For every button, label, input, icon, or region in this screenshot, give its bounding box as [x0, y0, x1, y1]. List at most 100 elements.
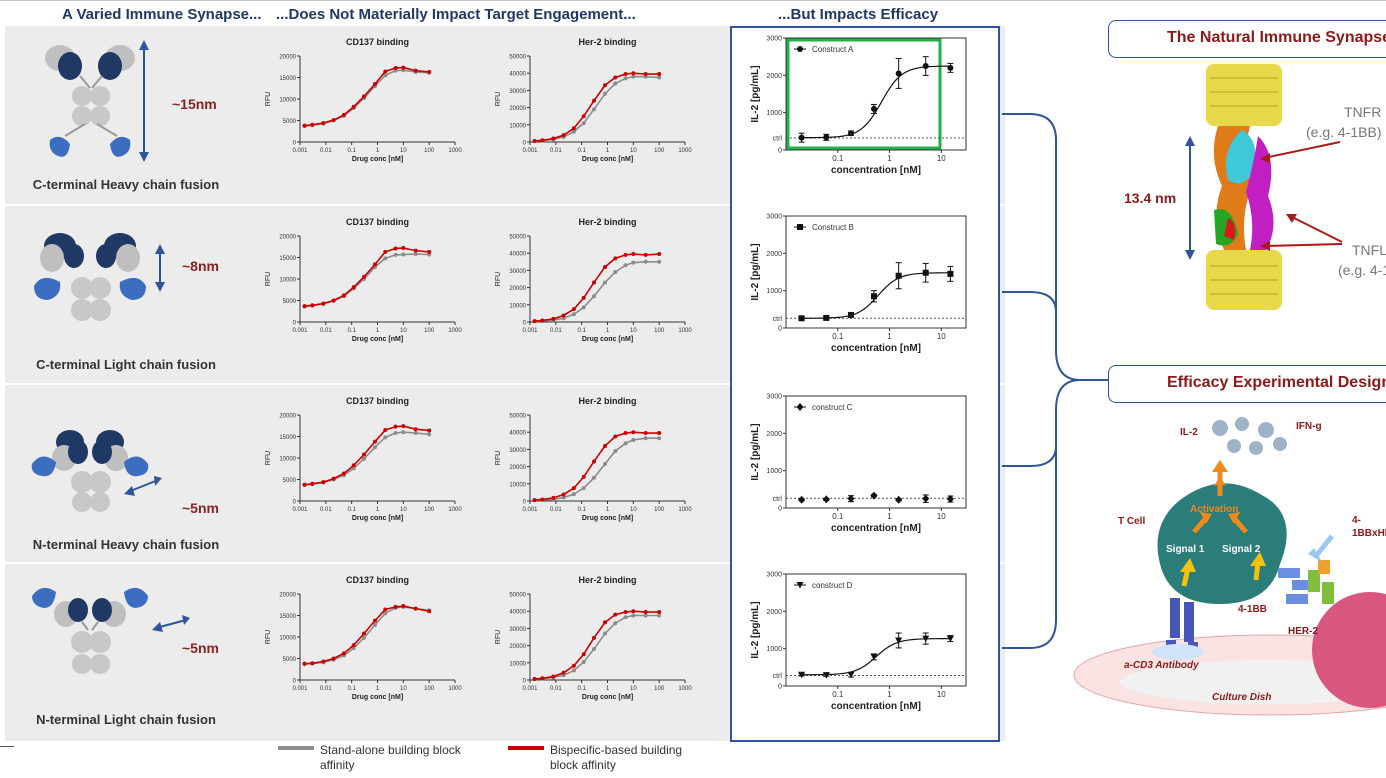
data-point	[895, 495, 903, 504]
y-tick-label: 0	[778, 684, 782, 691]
x-tick-label: 10	[400, 148, 407, 154]
data-point	[331, 118, 336, 123]
y-axis-label: RFU	[265, 451, 272, 465]
y-tick-label: 10000	[509, 482, 526, 488]
y-tick-label: 1000	[766, 646, 782, 653]
x-tick-label: 0.1	[347, 507, 356, 513]
y-axis-label: RFU	[495, 272, 502, 286]
y-tick-label: 5000	[283, 657, 297, 663]
data-point	[571, 492, 576, 497]
x-tick-label: 1	[887, 332, 892, 341]
x-tick-label: 1	[887, 512, 892, 521]
data-point	[413, 248, 418, 253]
data-point	[372, 439, 377, 444]
x-tick-label: 0.1	[347, 328, 356, 334]
x-tick-label: 1	[606, 686, 610, 692]
y-tick-label: 10000	[279, 98, 296, 104]
x-tick-label: 10	[400, 328, 407, 334]
chart-title: Her-2 binding	[579, 217, 637, 227]
data-point	[571, 307, 576, 312]
y-axis-label: RFU	[265, 630, 272, 644]
data-point	[823, 134, 830, 141]
x-tick-label: 1	[376, 148, 380, 154]
data-point	[591, 98, 596, 103]
x-tick-label: 0.01	[320, 328, 332, 334]
data-point	[561, 316, 566, 321]
data-point	[602, 264, 607, 269]
y-tick-label: 1000	[766, 288, 782, 295]
x-tick-label: 0.01	[550, 686, 562, 692]
x-tick-label: 10	[630, 328, 637, 334]
y-tick-label: 3000	[766, 36, 782, 43]
data-point	[613, 81, 618, 86]
y-tick-label: 0	[523, 679, 527, 685]
legend-bispecific: Bispecific-based building block affinity	[550, 743, 683, 772]
data-point	[401, 604, 406, 609]
tnfl-example: (e.g. 4-1BBL)	[1338, 262, 1386, 278]
data-point	[613, 621, 618, 626]
efficacy-chart: 0 1000 2000 3000 0.1 1 10 concentration [nM] IL-…	[750, 214, 967, 354]
x-axis-label: Drug conc [nM]	[582, 156, 633, 163]
data-point	[361, 635, 366, 640]
y-axis-label: RFU	[495, 630, 502, 644]
distance-label: ~5nm	[182, 500, 219, 516]
data-point	[427, 609, 432, 614]
data-point	[413, 427, 418, 432]
x-tick-label: 0.01	[320, 507, 332, 513]
data-point	[372, 618, 377, 623]
tnfr-example: (e.g. 4-1BB)	[1306, 124, 1382, 140]
data-point	[623, 610, 628, 615]
x-tick-label: 0.001	[292, 507, 308, 513]
y-tick-label: 0	[293, 679, 297, 685]
y-tick-label: 40000	[509, 72, 526, 78]
chart-title: CD137 binding	[346, 396, 409, 406]
data-point	[383, 249, 388, 254]
y-tick-label: 2000	[766, 431, 782, 438]
y-tick-label: 15000	[279, 614, 296, 620]
chart-title: CD137 binding	[346, 217, 409, 227]
x-tick-label: 0.001	[522, 148, 538, 154]
y-tick-label: 20000	[279, 414, 296, 420]
data-point	[321, 121, 326, 126]
data-point	[643, 613, 648, 618]
data-point	[393, 424, 398, 429]
data-point	[947, 64, 954, 71]
data-point	[922, 494, 930, 503]
row-separator	[5, 204, 1005, 206]
chart-title: Her-2 binding	[579, 396, 637, 406]
data-point	[623, 252, 628, 257]
x-tick-label: 0.1	[832, 154, 844, 163]
y-tick-label: 10000	[279, 636, 296, 642]
data-point	[571, 486, 576, 491]
tcell-label: T Cell	[1118, 516, 1146, 527]
data-point	[383, 611, 388, 616]
data-point	[922, 635, 930, 643]
x-tick-label: 10	[937, 512, 946, 521]
data-point	[591, 294, 596, 299]
y-tick-label: 15000	[279, 256, 296, 262]
data-point	[631, 74, 636, 79]
data-point	[571, 126, 576, 131]
x-tick-label: 1	[887, 154, 892, 163]
ctrl-label: ctrl	[773, 136, 783, 143]
data-point	[847, 671, 855, 679]
x-tick-label: 1000	[678, 686, 692, 692]
data-point	[561, 495, 566, 500]
data-point	[393, 66, 398, 71]
header-target-engagement: ...Does Not Materially Impact Target Eng…	[276, 6, 636, 23]
plot-frame	[785, 37, 967, 151]
tnfl-label: TNFL	[1352, 242, 1386, 258]
x-tick-label: 10	[937, 690, 946, 699]
data-point	[947, 270, 954, 277]
x-tick-label: 1000	[678, 328, 692, 334]
chart-title: CD137 binding	[346, 575, 409, 585]
data-point	[341, 293, 346, 298]
y-tick-label: 20000	[509, 106, 526, 112]
binding-chart: Her-2 binding 0 10000 20000 30000 40000 50000 0…	[495, 396, 692, 522]
binding-chart: CD137 binding 0 5000 10000 15000 20000 0.001 0.…	[265, 217, 462, 343]
y-tick-label: 5000	[283, 299, 297, 305]
y-axis-label: IL-2 [pg/mL]	[750, 601, 761, 658]
data-point	[657, 610, 662, 615]
plot-frame	[785, 395, 967, 509]
